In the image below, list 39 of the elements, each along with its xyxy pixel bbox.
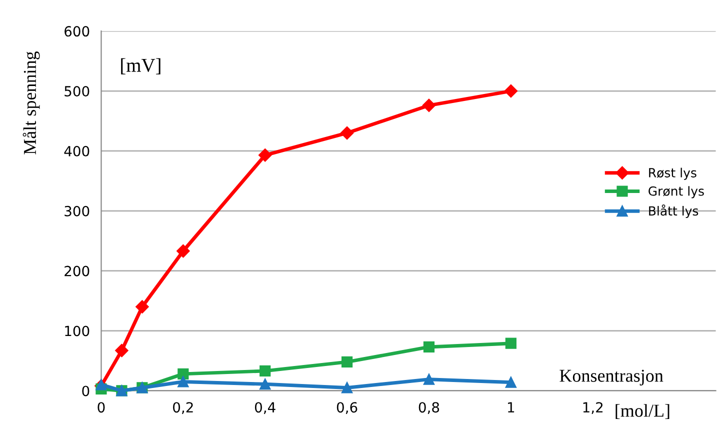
point xyxy=(260,378,271,390)
point xyxy=(504,84,518,98)
point xyxy=(260,365,271,376)
legend-label: Røst lys xyxy=(649,168,696,180)
point xyxy=(176,244,190,258)
x-tick-label: 0 xyxy=(98,402,105,413)
y-tick-label: 600 xyxy=(64,26,90,37)
point xyxy=(341,356,353,368)
point xyxy=(178,368,189,380)
annotation: [mV] xyxy=(121,58,160,74)
y-axis-title: Målt spenning xyxy=(22,51,40,154)
x-tick-label: 0,2 xyxy=(173,402,193,414)
legend-label: Grønt lys xyxy=(648,186,704,198)
x-axis-title: Konsentrasjon xyxy=(560,370,664,386)
x-tick-label: 0,8 xyxy=(418,402,440,414)
point xyxy=(341,382,353,394)
point xyxy=(340,126,354,140)
point xyxy=(96,379,107,390)
x-tick-label: 1,2 xyxy=(583,402,603,414)
point xyxy=(178,376,189,388)
point xyxy=(423,374,435,385)
legend-label: Blått lys xyxy=(649,204,698,218)
y-tick-label: 400 xyxy=(64,146,90,156)
y-tick-label: 200 xyxy=(64,266,90,276)
point xyxy=(422,98,436,112)
point xyxy=(115,344,128,358)
y-tick-label: 300 xyxy=(64,206,90,216)
x-tick-label: 0,6 xyxy=(336,402,358,414)
text: [mol/L] xyxy=(616,404,670,420)
x-tick-label: 0,4 xyxy=(254,402,276,414)
point xyxy=(136,300,149,314)
point xyxy=(423,341,435,353)
y-tick-label: 500 xyxy=(64,86,90,96)
y-tick-label: 0 xyxy=(82,386,90,396)
point xyxy=(258,148,272,162)
point xyxy=(505,338,516,349)
point xyxy=(505,376,516,388)
x-tick-label: 1 xyxy=(508,402,514,412)
y-tick-label: 100 xyxy=(65,326,90,336)
